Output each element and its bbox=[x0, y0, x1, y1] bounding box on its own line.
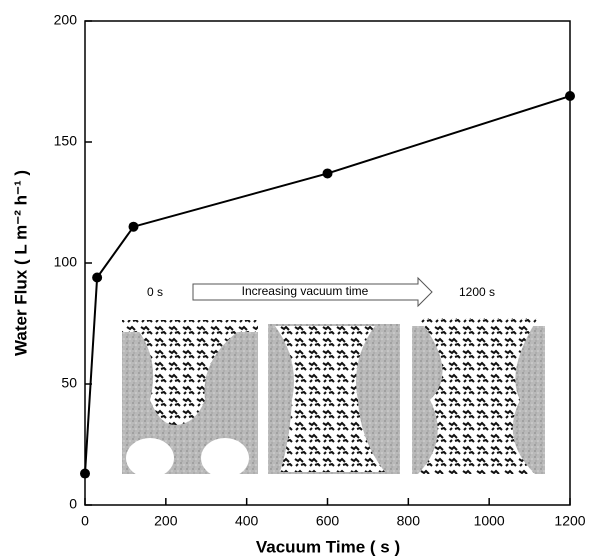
x-tick-label: 1200 bbox=[554, 513, 585, 529]
y-tick-label: 0 bbox=[69, 496, 77, 512]
y-tick-label: 200 bbox=[54, 12, 78, 28]
marker bbox=[80, 468, 90, 479]
marker bbox=[128, 221, 139, 232]
annotation: 0 s bbox=[147, 285, 163, 299]
panel bbox=[412, 318, 545, 474]
x-tick-label: 1000 bbox=[474, 513, 505, 529]
panel bbox=[268, 324, 400, 474]
inset bbox=[122, 276, 545, 478]
x-tick-label: 200 bbox=[154, 513, 178, 529]
marker bbox=[92, 272, 103, 283]
x-axis-title: Vacuum Time ( s ) bbox=[256, 537, 400, 556]
y-tick-label: 50 bbox=[61, 375, 77, 391]
marker bbox=[565, 91, 575, 102]
x-tick-label: 600 bbox=[316, 513, 340, 529]
arrow bbox=[192, 276, 433, 308]
x-tick-label: 0 bbox=[81, 513, 89, 529]
annotation: Increasing vacuum time bbox=[242, 284, 369, 298]
y-tick-label: 100 bbox=[54, 254, 78, 270]
x-tick-label: 800 bbox=[397, 513, 421, 529]
marker bbox=[322, 168, 333, 179]
annotation: 1200 s bbox=[459, 285, 495, 299]
panel bbox=[122, 320, 258, 478]
y-axis-title: Water Flux ( L m⁻² h⁻¹ ) bbox=[11, 170, 30, 356]
x-tick-label: 400 bbox=[235, 513, 259, 529]
y-tick-label: 150 bbox=[54, 133, 78, 149]
